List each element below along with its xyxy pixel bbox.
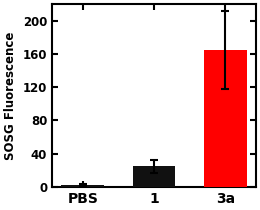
Bar	[61, 185, 104, 187]
Y-axis label: SOSG Fluorescence: SOSG Fluorescence	[4, 31, 17, 160]
Bar	[204, 50, 246, 187]
Bar	[133, 166, 175, 187]
